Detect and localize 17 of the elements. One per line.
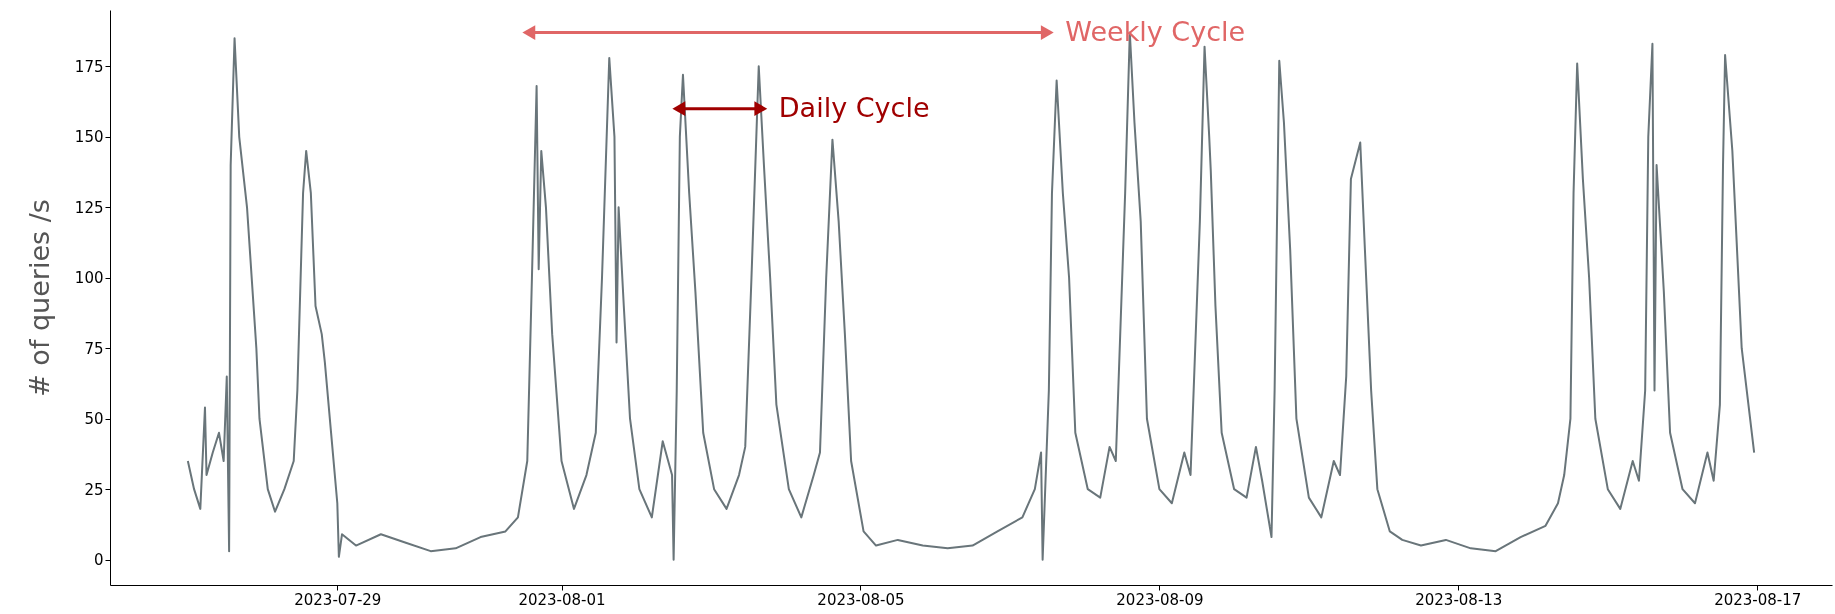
x-tick-label: 2023-08-13 xyxy=(1415,590,1503,609)
annotation: Weekly Cycle xyxy=(1065,15,1246,47)
y-tick-label: 175 xyxy=(74,57,104,76)
y-tick-label: 100 xyxy=(74,269,104,288)
y-axis-title: # of queries /s xyxy=(23,199,55,397)
y-tick-label: 150 xyxy=(74,128,104,147)
annotation: Daily Cycle xyxy=(778,91,930,123)
x-tick-label: 2023-08-05 xyxy=(817,590,905,609)
x-tick-label: 2023-08-09 xyxy=(1116,590,1204,609)
y-tick-label: 50 xyxy=(84,410,104,429)
y-tick-label: 25 xyxy=(84,480,104,499)
x-tick-label: 2023-08-17 xyxy=(1714,590,1802,609)
y-tick-label: 125 xyxy=(74,198,104,217)
x-tick-label: 2023-07-29 xyxy=(294,590,382,609)
y-tick-label: 75 xyxy=(84,339,104,358)
y-tick-label: 0 xyxy=(93,551,104,570)
x-tick-label: 2023-08-01 xyxy=(518,590,606,609)
